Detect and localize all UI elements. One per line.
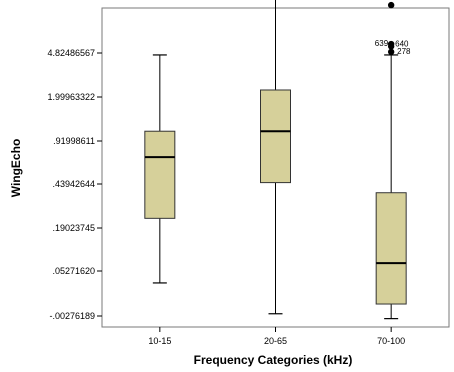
y-tick-label: .05271620 — [52, 266, 95, 276]
box-group-10-15: * — [144, 54, 176, 284]
outlier-label: 640 — [395, 39, 409, 48]
y-tick-label: 4.82486567 — [47, 48, 95, 58]
x-tick-label: 20-65 — [264, 336, 287, 346]
y-axis-ticks: 4.82486567 1.99963322 .91998611 .43942644 .1… — [47, 48, 102, 321]
x-tick-label: 10-15 — [148, 336, 171, 346]
outlier-label: 639 — [375, 39, 389, 48]
y-tick-label: 1.99963322 — [47, 92, 95, 102]
box-iqr — [260, 89, 291, 184]
y-tick-label: .91998611 — [53, 136, 95, 146]
x-tick-label: 70-100 — [377, 336, 405, 346]
outlier-point — [387, 43, 395, 50]
y-tick-label: .19023745 — [52, 223, 95, 233]
y-tick-label: -.00276189 — [49, 311, 95, 321]
x-axis-ticks: 10-15 20-65 70-100 — [148, 327, 405, 346]
y-axis-title: WingEcho — [9, 139, 23, 198]
box-iqr — [375, 192, 407, 305]
outlier-label: 278 — [397, 47, 411, 56]
box-group-70-100 — [375, 1, 407, 320]
y-tick-label: .43942644 — [52, 179, 95, 189]
box-group-20-65: * — [260, 0, 291, 315]
outlier-point — [387, 1, 395, 9]
box-iqr — [144, 130, 176, 219]
box-series: **277639640278 — [144, 0, 411, 320]
x-axis-title: Frequency Categories (kHz) — [194, 353, 353, 367]
outlier-point — [387, 48, 395, 56]
